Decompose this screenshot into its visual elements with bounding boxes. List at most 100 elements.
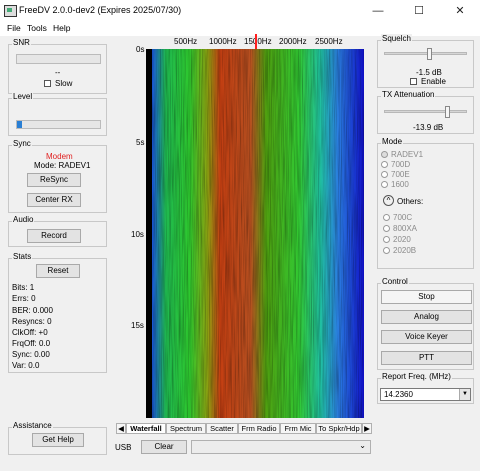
snr-title: SNR bbox=[12, 38, 31, 47]
tab-scroll-left[interactable]: ◀ bbox=[116, 423, 126, 434]
stop-button[interactable]: Stop bbox=[381, 290, 472, 304]
mode-label-700c: 700C bbox=[393, 213, 413, 222]
clear-button[interactable]: Clear bbox=[141, 440, 187, 454]
window-title: FreeDV 2.0.0-dev2 (Expires 2025/07/30) bbox=[19, 5, 182, 15]
others-toggle-icon[interactable]: ^ bbox=[383, 195, 394, 206]
slow-label: Slow bbox=[55, 79, 73, 88]
mode-label-radev1: RADEV1 bbox=[391, 150, 424, 159]
tx-attenuation-value: -13.9 dB bbox=[413, 123, 444, 132]
others-label: Others: bbox=[397, 197, 424, 206]
record-button[interactable]: Record bbox=[27, 229, 81, 243]
analog-button[interactable]: Analog bbox=[381, 310, 472, 324]
device-combo[interactable]: ⌄ bbox=[191, 440, 371, 454]
chevron-down-icon: ⌄ bbox=[359, 441, 366, 450]
mode-label-700e: 700E bbox=[391, 170, 410, 179]
menu-file[interactable]: File bbox=[7, 23, 21, 33]
center-rx-button[interactable]: Center RX bbox=[27, 193, 81, 207]
report-freq-group: Report Freq. (MHz) bbox=[377, 372, 474, 404]
reset-button[interactable]: Reset bbox=[36, 264, 80, 278]
mode-label-700d: 700D bbox=[391, 160, 411, 169]
stat-clkoff: ClkOff: +0 bbox=[12, 328, 48, 337]
sync-title: Sync bbox=[12, 139, 32, 148]
control-title: Control bbox=[381, 277, 409, 286]
squelch-value: -1.5 dB bbox=[416, 68, 442, 77]
waterfall-display[interactable] bbox=[146, 49, 364, 418]
time-tick-15s: 15s bbox=[131, 321, 144, 330]
stats-group: Stats bbox=[8, 252, 107, 373]
mode-label-2020: 2020 bbox=[393, 235, 411, 244]
mode-radio-1600[interactable] bbox=[381, 181, 388, 188]
tab-spectrum[interactable]: Spectrum bbox=[166, 423, 206, 434]
time-tick-0s: 0s bbox=[136, 45, 145, 54]
mode-radio-800xa[interactable] bbox=[383, 225, 390, 232]
snr-gauge bbox=[16, 54, 101, 64]
stat-ber: BER: 0.000 bbox=[12, 306, 53, 315]
tab-frm-mic[interactable]: Frm Mic bbox=[280, 423, 316, 434]
minimize-button[interactable]: — bbox=[372, 5, 384, 17]
squelch-title: Squelch bbox=[381, 34, 412, 43]
stat-frqoff: FrqOff: 0.0 bbox=[12, 339, 51, 348]
close-button[interactable]: ✕ bbox=[455, 5, 465, 17]
time-tick-10s: 10s bbox=[131, 230, 144, 239]
resync-button[interactable]: ReSync bbox=[27, 173, 81, 187]
tx-attenuation-slider-thumb[interactable] bbox=[444, 106, 450, 118]
tx-attenuation-title: TX Attenuation bbox=[381, 90, 436, 99]
report-freq-value: 14.2360 bbox=[384, 390, 413, 399]
mode-indicator: USB bbox=[115, 443, 132, 452]
tab-waterfall[interactable]: Waterfall bbox=[126, 423, 166, 434]
stat-sync: Sync: 0.00 bbox=[12, 350, 50, 359]
tab-frm-radio[interactable]: Frm Radio bbox=[238, 423, 280, 434]
freq-tick-2500: 2500Hz bbox=[315, 37, 343, 46]
freedv-app-icon bbox=[4, 5, 17, 17]
voice-keyer-button[interactable]: Voice Keyer bbox=[381, 330, 472, 344]
control-group: Control bbox=[377, 277, 474, 370]
mode-label-1600: 1600 bbox=[391, 180, 409, 189]
audio-group: Audio bbox=[8, 215, 107, 247]
snr-group: SNR bbox=[8, 38, 107, 94]
waterfall-noise bbox=[146, 49, 364, 418]
mode-radio-700d[interactable] bbox=[381, 161, 388, 168]
mode-radio-2020[interactable] bbox=[383, 236, 390, 243]
mode-radio-700c[interactable] bbox=[383, 214, 390, 221]
dropdown-arrow-icon[interactable]: ▼ bbox=[459, 389, 470, 400]
get-help-button[interactable]: Get Help bbox=[32, 433, 84, 447]
assistance-group: Assistance bbox=[8, 421, 107, 455]
freq-tick-500: 500Hz bbox=[174, 37, 198, 46]
mode-radio-700e[interactable] bbox=[381, 171, 388, 178]
freq-tick-1500: 1500Hz bbox=[244, 37, 272, 46]
tx-attenuation-slider-track[interactable] bbox=[384, 110, 467, 113]
assistance-title: Assistance bbox=[12, 421, 53, 430]
waterfall-left-edge bbox=[146, 49, 152, 418]
menu-tools[interactable]: Tools bbox=[27, 23, 47, 33]
squelch-slider-thumb[interactable] bbox=[426, 48, 432, 60]
stat-resyncs: Resyncs: 0 bbox=[12, 317, 52, 326]
tab-to-spkr-hdp[interactable]: To Spkr/Hdp bbox=[316, 423, 362, 434]
report-freq-title: Report Freq. (MHz) bbox=[381, 372, 452, 381]
mode-label-2020b: 2020B bbox=[393, 246, 417, 255]
menu-bar bbox=[0, 22, 480, 36]
maximize-button[interactable]: ☐ bbox=[414, 5, 424, 17]
tab-scatter[interactable]: Scatter bbox=[206, 423, 238, 434]
report-freq-input[interactable]: 14.2360 ▼ bbox=[380, 388, 471, 401]
squelch-slider-track[interactable] bbox=[384, 52, 467, 55]
squelch-enable-checkbox[interactable] bbox=[410, 78, 417, 85]
time-tick-5s: 5s bbox=[136, 138, 145, 147]
sync-group: Sync bbox=[8, 139, 107, 213]
mode-radio-radev1[interactable] bbox=[381, 151, 388, 158]
squelch-group: Squelch bbox=[377, 34, 474, 88]
frequency-marker[interactable] bbox=[255, 34, 257, 49]
stat-var: Var: 0.0 bbox=[12, 361, 40, 370]
slow-checkbox[interactable] bbox=[44, 80, 51, 87]
ptt-button[interactable]: PTT bbox=[381, 351, 472, 365]
mode-group: Mode bbox=[377, 137, 474, 269]
stat-bits: Bits: 1 bbox=[12, 283, 35, 292]
title-bar bbox=[0, 0, 480, 22]
mode-radio-2020b[interactable] bbox=[383, 247, 390, 254]
squelch-enable-label: Enable bbox=[421, 77, 446, 86]
level-fill bbox=[17, 121, 22, 128]
menu-help[interactable]: Help bbox=[53, 23, 71, 33]
level-gauge bbox=[16, 120, 101, 129]
tab-scroll-right[interactable]: ▶ bbox=[362, 423, 372, 434]
mode-title: Mode bbox=[381, 137, 404, 146]
mode-label-800xa: 800XA bbox=[393, 224, 418, 233]
